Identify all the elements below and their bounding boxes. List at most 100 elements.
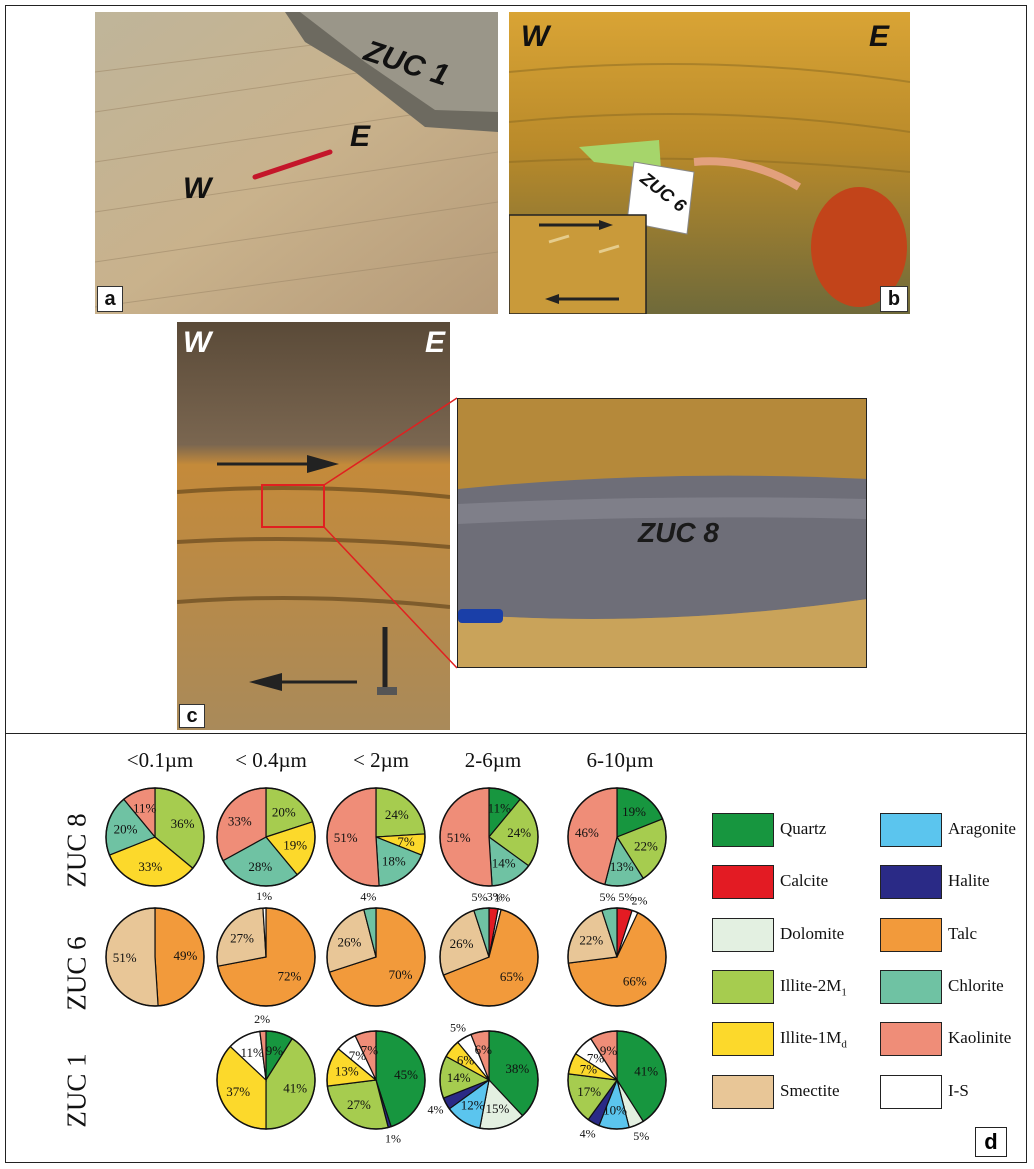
- panel-label-a: a: [97, 286, 123, 312]
- pie-zuc-8-col2: 24% 7% 18% 51%: [326, 787, 426, 887]
- pie-label-kaolinite: 2%: [254, 1012, 270, 1026]
- pie-label-i-s: 1%: [256, 889, 272, 903]
- pie-zuc-8-col3: 11% 24% 14% 51%: [439, 787, 539, 887]
- pie-zuc-8-col0: 36% 33% 20% 11%: [105, 787, 205, 887]
- legend-swatch-dolomite: [712, 918, 774, 952]
- pie-label-quartz: 41%: [634, 1064, 658, 1079]
- legend-label-talc: Talc: [948, 924, 978, 943]
- legend-swatch-chlorite: [880, 970, 942, 1004]
- pie-zuc-1-col1: 9% 41% 37% 11% 2%: [216, 1012, 316, 1130]
- pie-outline: [326, 787, 426, 887]
- direction-east-a: E: [350, 120, 371, 153]
- pie-outline: [105, 787, 205, 887]
- pie-label-smectite: 26%: [337, 934, 361, 949]
- pie-outline: [439, 1030, 539, 1130]
- legend-swatch-illite-1md: [712, 1022, 774, 1056]
- legend-swatch-smectite: [712, 1075, 774, 1109]
- pie-label-chlorite: 5%: [599, 890, 615, 904]
- pie-outline: [439, 907, 539, 1007]
- pie-zuc-1-col3: 38%15%12%4%14%6%5%6%: [428, 1020, 539, 1130]
- legend-label-i-s: I-S: [948, 1081, 969, 1100]
- pie-label-calcite: 3%: [487, 889, 503, 903]
- column-header-lt2um: < 2µm: [352, 748, 410, 772]
- pie-outline: [216, 1030, 316, 1130]
- pie-zuc-8-col4: 19% 22%13% 46%: [567, 787, 667, 887]
- panel-label-c: c: [179, 704, 205, 728]
- legend-swatch-quartz: [712, 813, 774, 847]
- legend-label-kaolinite: Kaolinite: [948, 1028, 1012, 1047]
- pie-zuc-8-col1: 20% 19% 28% 33%: [216, 787, 316, 887]
- pie-zuc-6-col0: 49% 51%: [105, 907, 205, 1007]
- pie-label-talc: 65%: [500, 969, 524, 984]
- pie-zuc-6-col2: 70% 26% 4%: [326, 889, 426, 1007]
- direction-east-b: E: [869, 20, 890, 53]
- pie-label-illite-2m1: 17%: [577, 1084, 601, 1099]
- legend-label-quartz: Quartz: [780, 819, 827, 838]
- pie-label-illite-2m1: 27%: [347, 1097, 371, 1112]
- pie-label-illite-2m1: 24%: [385, 807, 409, 822]
- pie-label-chlorite: 4%: [360, 889, 376, 903]
- pie-label-quartz: 19%: [622, 804, 646, 819]
- pie-label-i-s: 1%: [494, 890, 510, 904]
- pie-outline: [216, 907, 316, 1007]
- pie-label-chlorite: 13%: [610, 859, 634, 874]
- pie-label-illite-1md: 33%: [138, 859, 162, 874]
- pie-label-smectite: 22%: [579, 933, 603, 948]
- pie-label-talc: 70%: [389, 967, 413, 982]
- pie-label-quartz: 45%: [394, 1067, 418, 1082]
- pie-label-illite-2m1: 41%: [283, 1080, 307, 1095]
- pie-label-illite-1md: 37%: [226, 1084, 250, 1099]
- pie-label-i-s: 11%: [241, 1045, 265, 1060]
- direction-east-c: E: [425, 326, 446, 359]
- legend-swatch-halite: [880, 865, 942, 899]
- pie-zuc-6-col1: 72% 27% 1%: [216, 889, 316, 1007]
- pie-label-talc: 66%: [623, 974, 647, 989]
- pie-label-illite-2m1: 14%: [447, 1070, 471, 1085]
- pie-label-dolomite: 5%: [633, 1129, 649, 1143]
- pie-label-kaolinite: 33%: [228, 814, 252, 829]
- pie-label-kaolinite: 51%: [334, 830, 358, 845]
- legend-swatch-illite-2m1: [712, 970, 774, 1004]
- pie-label-kaolinite: 7%: [361, 1042, 379, 1057]
- legend-swatch-calcite: [712, 865, 774, 899]
- pie-label-chlorite: 18%: [382, 854, 406, 869]
- column-header-lt0.1um: <0.1µm: [126, 748, 194, 772]
- pie-label-illite-2m1: 22%: [634, 838, 658, 853]
- pie-label-aragonite: 12%: [461, 1098, 485, 1113]
- pie-label-kaolinite: 51%: [447, 830, 471, 845]
- pie-label-i-s: 7%: [349, 1048, 367, 1063]
- pie-label-i-s: 5%: [450, 1020, 466, 1034]
- pie-zuc-1-col2: 45% 1% 27% 13%7%7%: [326, 1030, 426, 1146]
- pie-label-halite: 4%: [428, 1102, 444, 1116]
- photo-panel-b: W E ZUC 6 b: [509, 12, 910, 314]
- pie-outline: [567, 907, 667, 1007]
- legend-label-chlorite: Chlorite: [948, 976, 1004, 995]
- pie-label-talc: 72%: [277, 968, 301, 983]
- pie-label-kaolinite: 6%: [475, 1042, 493, 1057]
- pie-label-kaolinite: 11%: [133, 800, 157, 815]
- pie-zuc-6-col3: 3%1% 65% 26% 5%: [439, 889, 539, 1007]
- direction-west-c: W: [183, 326, 212, 359]
- legend-label-dolomite: Dolomite: [780, 924, 845, 943]
- legend-label-halite: Halite: [948, 871, 990, 890]
- legend-label-aragonite: Aragonite: [948, 819, 1016, 838]
- pie-label-smectite: 26%: [450, 936, 474, 951]
- pie-outline: [216, 787, 316, 887]
- pie-label-illite-1md: 19%: [283, 837, 307, 852]
- pie-label-illite-1md: 7%: [580, 1062, 598, 1077]
- panel-label-d: d: [975, 1127, 1007, 1157]
- outcrop-photo-c: [177, 322, 450, 730]
- pie-label-illite-2m1: 24%: [507, 825, 531, 840]
- column-header-lt0.4um: < 0.4µm: [235, 748, 307, 772]
- pie-label-illite-1md: 13%: [335, 1064, 359, 1079]
- pie-label-calcite: 5%: [619, 890, 635, 904]
- pie-label-halite: 4%: [580, 1126, 596, 1140]
- pie-label-chlorite: 14%: [492, 856, 516, 871]
- inset-photo-zuc8: ZUC 8: [457, 398, 867, 668]
- legend-swatch-aragonite: [880, 813, 942, 847]
- pie-label-illite-2m1: 36%: [171, 816, 195, 831]
- inset-outcrop-photo: [458, 399, 866, 667]
- legend-label-illite-2m1: Illite-2M1: [780, 976, 847, 999]
- pie-outline: [105, 907, 205, 1007]
